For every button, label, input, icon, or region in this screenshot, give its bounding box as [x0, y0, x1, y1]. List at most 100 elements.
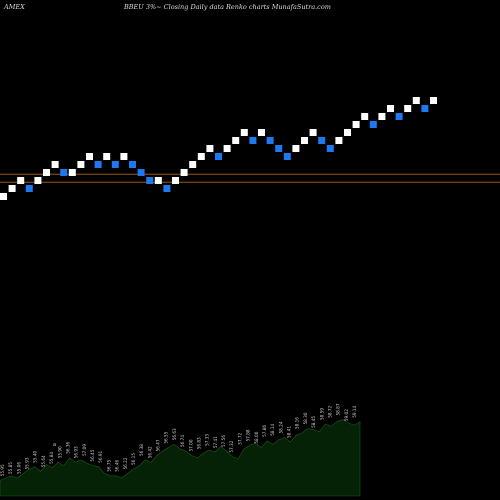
renko-brick-up — [43, 169, 50, 176]
volume-label: 58.45 — [311, 416, 316, 428]
volume-label: 56.36 — [66, 441, 71, 453]
renko-brick-down — [60, 169, 68, 176]
volume-label: 56.38 — [139, 444, 144, 456]
volume-label: 58.59 — [319, 408, 324, 420]
renko-brick-up — [189, 161, 197, 168]
renko-brick-up — [120, 153, 128, 160]
volume-label: 55.90 — [57, 446, 62, 458]
volume-label: 56.93 — [74, 446, 79, 458]
renko-brick-down — [369, 121, 377, 128]
renko-brick-down — [94, 161, 102, 168]
volume-label: 59.02 — [344, 409, 349, 421]
volume-label: 55.85 — [8, 462, 13, 474]
volume-label: 58.30 — [303, 412, 308, 424]
volume-label: 57.09 — [82, 444, 87, 456]
renko-brick-up — [412, 97, 420, 104]
volume-label: 58.16 — [295, 417, 300, 429]
renko-brick-down — [129, 161, 136, 168]
renko-brick-down — [421, 105, 429, 112]
volume-label: 58.87 — [336, 403, 341, 415]
volume-label: 57.41 — [213, 436, 218, 448]
renko-brick-down — [266, 137, 274, 144]
renko-brick-up — [301, 137, 308, 144]
volume-label: 56.55 — [164, 431, 169, 443]
volume-label: 58.14 — [270, 423, 275, 435]
volume-label: 57.32 — [229, 440, 234, 452]
volume-label: 56.22 — [123, 457, 128, 469]
volume-label: 56.74 — [180, 435, 185, 447]
renko-brick-up — [232, 137, 240, 144]
renko-brick-down — [146, 177, 154, 184]
renko-brick-down — [395, 113, 403, 120]
volume-label: 56.42 — [147, 446, 152, 458]
renko-brick-up — [77, 161, 85, 168]
volume-label: 56.45 — [90, 449, 95, 461]
volume-label: 56.75 — [106, 459, 111, 471]
renko-brick-up — [292, 145, 300, 152]
renko-brick-up — [51, 161, 59, 168]
volume-label: 59.14 — [352, 405, 357, 417]
volume-label: 57.00 — [188, 439, 193, 451]
volume-area — [0, 419, 361, 497]
renko-brick-down — [275, 145, 283, 152]
renko-brick-up — [258, 129, 265, 136]
renko-brick-up — [361, 113, 369, 120]
renko-brick-up — [206, 145, 214, 152]
chart-title: BBEU 3%~ Closing Daily data Renko charts… — [124, 3, 331, 11]
renko-brick-up — [223, 145, 231, 152]
renko-brick-down — [283, 153, 291, 160]
renko-brick-up — [344, 129, 351, 136]
renko-brick-up — [352, 121, 360, 128]
renko-brick-up — [154, 177, 162, 184]
renko-brick-up — [430, 97, 437, 104]
volume-label: 57.33 — [205, 434, 210, 446]
volume-label: 55.95 — [0, 464, 5, 476]
renko-brick-down — [163, 185, 171, 192]
volume-label: 56.91 — [98, 450, 103, 462]
volume-label: 57.86 — [262, 425, 267, 437]
renko-brick-down — [111, 161, 119, 168]
renko-brick-up — [103, 153, 111, 160]
volume-label: 56.46 — [115, 459, 120, 471]
renko-brick-down — [25, 185, 33, 192]
volume-label: 57.88 — [246, 429, 251, 441]
volume-label: 56.63 — [172, 428, 177, 440]
volume-label: 58.24 — [278, 421, 283, 433]
volume-label: 58.41 — [287, 426, 292, 438]
renko-brick-up — [387, 105, 394, 112]
renko-brick-up — [197, 153, 205, 160]
volume-label: 58.00 — [254, 431, 259, 443]
renko-brick-up — [309, 129, 317, 136]
renko-brick-up — [378, 113, 386, 120]
renko-brick-up — [240, 129, 248, 136]
exchange-label: AMEX — [4, 3, 25, 11]
renko-brick-up — [180, 169, 188, 176]
volume-label: 55.64 — [41, 455, 46, 467]
volume-label: 55.40 — [33, 450, 38, 462]
renko-brick-up — [17, 177, 25, 184]
renko-brick-down — [137, 169, 145, 176]
renko-brick-down — [215, 153, 222, 160]
volume-label: 55.06 — [16, 462, 21, 474]
renko-brick-up — [0, 193, 7, 200]
renko-brick-up — [8, 185, 16, 192]
renko-brick-up — [335, 137, 343, 144]
volume-label: 56.83 — [197, 437, 202, 449]
volume-peak-marker: a — [53, 442, 56, 448]
renko-brick-down — [318, 137, 326, 144]
renko-brick-down — [249, 137, 257, 144]
renko-brick-up — [404, 105, 412, 112]
volume-label: 57.72 — [237, 432, 242, 444]
renko-brick-up — [86, 153, 93, 160]
volume-label: 58.72 — [327, 405, 332, 417]
volume-label: 56.47 — [156, 439, 161, 451]
renko-brick-up — [68, 169, 76, 176]
volume-label: 55.84 — [49, 452, 54, 464]
volume-label: 57.56 — [221, 435, 226, 447]
renko-brick-up — [34, 177, 42, 184]
renko-brick-up — [172, 177, 179, 184]
volume-label: 56.15 — [131, 453, 136, 465]
renko-brick-down — [326, 145, 334, 152]
